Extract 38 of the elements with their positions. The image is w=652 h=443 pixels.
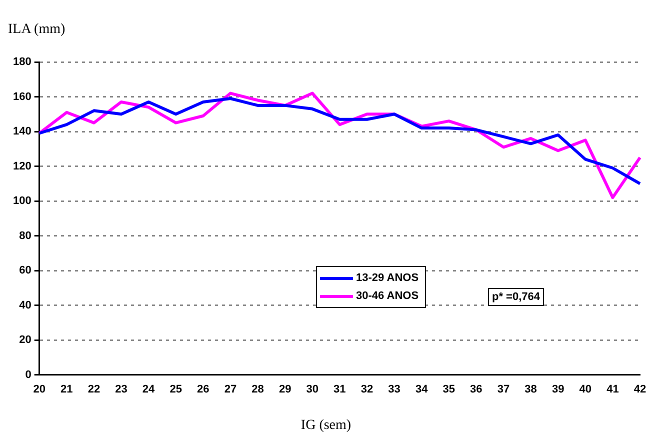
x-tick-label: 35 <box>442 383 456 396</box>
x-tick-label: 41 <box>606 383 619 396</box>
legend-label: 30-46 ANOS <box>356 290 419 302</box>
y-tick-label: 160 <box>12 90 32 103</box>
x-tick-label: 36 <box>470 383 482 396</box>
y-tick-label: 100 <box>12 195 32 208</box>
x-tick-label: 25 <box>170 383 182 396</box>
x-axis-title: IG (sem) <box>300 418 352 434</box>
y-tick-label: 40 <box>19 299 32 312</box>
x-tick-label: 29 <box>278 383 292 396</box>
y-tick-label: 140 <box>12 126 32 138</box>
x-tick-label: 27 <box>224 383 237 396</box>
y-tick-label: 120 <box>12 160 32 172</box>
x-tick-label: 40 <box>579 383 592 396</box>
x-tick-label: 28 <box>252 383 264 396</box>
x-tick-label: 34 <box>415 383 429 396</box>
x-tick-label: 33 <box>388 383 400 396</box>
y-tick-label: 20 <box>19 334 32 346</box>
y-axis-title: ILA (mm) <box>8 22 66 38</box>
legend-label: 13-29 ANOS <box>356 272 419 284</box>
x-tick-label: 23 <box>115 383 128 396</box>
x-tick-label: 31 <box>334 383 346 396</box>
x-tick-label: 39 <box>552 383 564 396</box>
x-tick-label: 30 <box>306 383 318 396</box>
x-tick-label: 24 <box>142 383 156 396</box>
x-tick-label: 38 <box>524 383 537 396</box>
y-tick-label: 60 <box>19 264 32 277</box>
y-tick-label: 0 <box>25 368 32 381</box>
x-tick-label: 20 <box>33 383 46 396</box>
y-tick-label: 180 <box>12 56 32 68</box>
annotation: p* =0,764 <box>488 288 544 306</box>
y-tick-label: 80 <box>19 230 32 242</box>
x-tick-label: 32 <box>360 383 374 396</box>
x-tick-label: 21 <box>60 383 73 396</box>
x-tick-label: 37 <box>497 383 510 396</box>
x-tick-label: 26 <box>197 383 210 396</box>
x-tick-label: 22 <box>88 383 100 396</box>
x-tick-label: 42 <box>634 383 646 396</box>
